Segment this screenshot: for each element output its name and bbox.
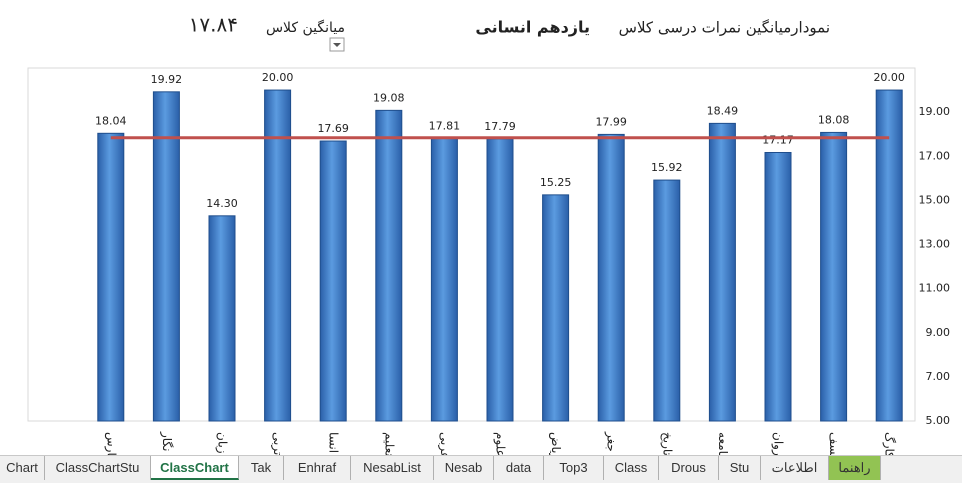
sheet-tab[interactable]: اطلاعات bbox=[761, 456, 829, 480]
y-tick-label: 15.00 bbox=[919, 193, 951, 206]
bar bbox=[152, 91, 180, 422]
bar bbox=[97, 132, 125, 422]
y-tick-label: 11.00 bbox=[919, 282, 951, 295]
value-label: 17.79 bbox=[484, 120, 516, 133]
y-tick-label: 17.00 bbox=[919, 149, 951, 162]
value-label: 15.92 bbox=[651, 161, 683, 174]
x-tick-label: جغر bbox=[604, 431, 619, 452]
plot-frame bbox=[27, 67, 916, 422]
value-label: 20.00 bbox=[262, 71, 294, 84]
value-label: 15.25 bbox=[540, 176, 572, 189]
value-label: 17.69 bbox=[317, 122, 349, 135]
sheet-tab[interactable]: data bbox=[494, 456, 544, 480]
bar bbox=[653, 179, 681, 422]
y-tick-label: 13.00 bbox=[919, 238, 951, 251]
value-label: 19.08 bbox=[373, 91, 405, 104]
x-tick-label: جامعه bbox=[716, 432, 730, 455]
bar bbox=[486, 138, 514, 422]
bar bbox=[375, 109, 403, 422]
value-label: 17.17 bbox=[762, 133, 794, 146]
bar bbox=[208, 215, 236, 422]
sheet-tab[interactable]: Tak bbox=[239, 456, 284, 480]
x-tick-label: فلسف bbox=[827, 432, 841, 455]
bar bbox=[764, 151, 792, 422]
bar bbox=[597, 133, 625, 422]
x-tick-label: ریاض bbox=[548, 432, 563, 455]
sheet-tab[interactable]: NesabList bbox=[351, 456, 434, 480]
x-tick-label: عربی bbox=[437, 432, 452, 455]
chart-subtitle: یازدهم انسانی bbox=[475, 18, 590, 37]
chart-title: نمودارمیانگین نمرات درسی کلاس bbox=[619, 19, 830, 37]
bar bbox=[319, 140, 347, 422]
bar bbox=[708, 122, 736, 422]
value-label: 20.00 bbox=[873, 71, 905, 84]
x-tick-label: زبان bbox=[215, 432, 230, 454]
y-tick-label: 19.00 bbox=[919, 105, 951, 118]
x-tick-label: علوم bbox=[493, 432, 508, 455]
bar bbox=[430, 137, 458, 422]
value-label: 14.30 bbox=[206, 197, 238, 210]
sheet-tab[interactable]: راهنما bbox=[829, 456, 881, 480]
y-tick-label: 5.00 bbox=[926, 414, 951, 427]
x-tick-label: نگار bbox=[159, 431, 174, 451]
sheet-tab[interactable]: Top3 bbox=[544, 456, 604, 480]
x-tick-label: تاریخ bbox=[659, 432, 674, 455]
sheet-tab[interactable]: Class bbox=[604, 456, 659, 480]
sheet-tabs: Chart ClassChartStu ClassChart Tak Enhraf Nes… bbox=[0, 455, 962, 483]
x-tick-label: کارگ bbox=[882, 432, 897, 455]
bar bbox=[264, 89, 292, 422]
x-tick-label: تربی bbox=[270, 432, 285, 455]
y-tick-label: 7.00 bbox=[926, 370, 951, 383]
value-label: 18.08 bbox=[818, 113, 850, 126]
sheet-tab[interactable]: Stu bbox=[719, 456, 761, 480]
average-value: ۱۷.۸۴ bbox=[189, 13, 238, 37]
dropdown-arrow bbox=[333, 43, 341, 47]
sheet-tab[interactable]: ClassChartStu bbox=[45, 456, 151, 480]
chart: نمودارمیانگین نمرات درسی کلاس یازدهم انس… bbox=[27, 13, 951, 455]
x-tick-label: تعلیم bbox=[382, 432, 396, 455]
sheet-tab[interactable]: Drous bbox=[659, 456, 719, 480]
sheet-tab[interactable]: Nesab bbox=[434, 456, 494, 480]
value-label: 17.81 bbox=[429, 119, 461, 132]
x-tick-label: روان bbox=[771, 432, 786, 455]
y-tick-label: 9.00 bbox=[926, 326, 951, 339]
bar bbox=[820, 131, 848, 422]
x-tick-label: انسا bbox=[327, 432, 341, 453]
x-tick-label: فارس bbox=[103, 432, 118, 455]
value-label: 17.99 bbox=[595, 115, 627, 128]
value-label: 19.92 bbox=[151, 73, 183, 86]
average-label: میانگین کلاس bbox=[266, 19, 345, 36]
sheet-tab[interactable]: Chart bbox=[0, 456, 45, 480]
sheet-tab[interactable]: ClassChart bbox=[151, 456, 239, 480]
value-label: 18.04 bbox=[95, 114, 127, 127]
sheet-tab[interactable]: Enhraf bbox=[284, 456, 351, 480]
bar bbox=[875, 89, 903, 422]
value-label: 18.49 bbox=[707, 104, 739, 117]
bar bbox=[542, 194, 570, 422]
